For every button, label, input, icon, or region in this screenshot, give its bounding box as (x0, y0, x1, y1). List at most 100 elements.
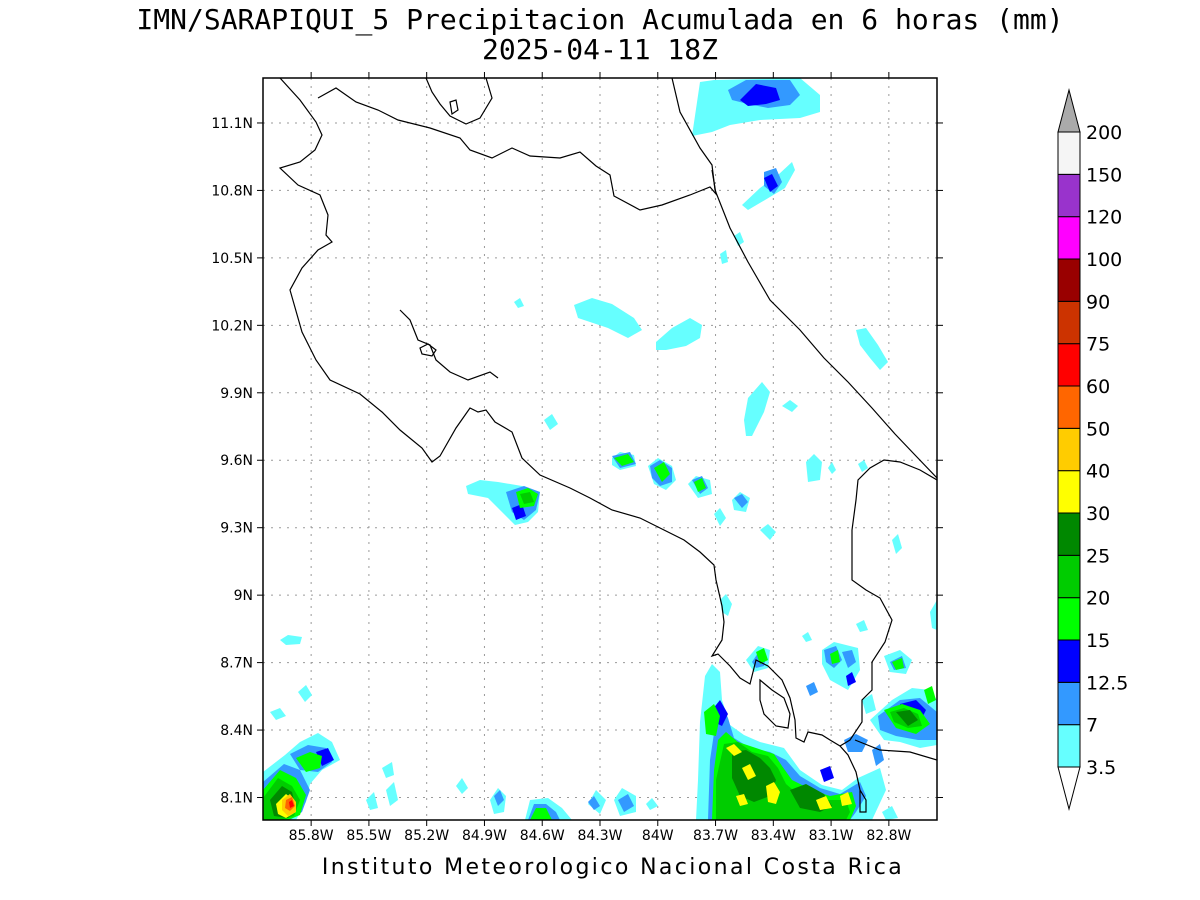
rain-area (892, 534, 902, 554)
coastlines (278, 78, 937, 813)
rain-area (828, 462, 836, 474)
panama-border (839, 459, 937, 747)
rain-area (720, 250, 728, 264)
rain-area (574, 298, 642, 338)
legend-swatch (1057, 470, 1081, 514)
lat-tick-label: 8.7N (220, 656, 253, 672)
rain-area (512, 504, 526, 520)
map-subtitle-date: 2025-04-11 18Z (481, 33, 718, 66)
legend-label: 60 (1086, 376, 1110, 398)
lake-nicaragua (425, 78, 493, 125)
rain-area (456, 778, 468, 794)
rain-area (820, 766, 834, 782)
legend-label: 90 (1086, 291, 1110, 313)
rain-area (892, 658, 904, 670)
rain-area (756, 648, 768, 664)
legend-swatch (1057, 427, 1081, 472)
rain-area (802, 632, 812, 642)
rain-area (764, 174, 778, 192)
lon-tick-label: 83.1W (809, 828, 854, 844)
legend-label: 120 (1086, 207, 1122, 229)
rain-area (736, 794, 748, 806)
legend-swatch (1057, 512, 1081, 556)
osa-peninsula (759, 678, 791, 729)
rain-area (760, 524, 776, 540)
lat-tick-label: 8.1N (220, 791, 253, 807)
legend-label: 20 (1086, 588, 1110, 610)
lat-tick-label: 8.4N (220, 723, 253, 739)
legend-swatch (1057, 681, 1081, 726)
lat-tick-label: 9.3N (220, 521, 253, 537)
pacific-coastline (278, 78, 867, 813)
rain-area (882, 806, 898, 820)
legend-label: 50 (1086, 418, 1110, 440)
rain-area (646, 798, 658, 810)
lon-tick-label: 84.9W (462, 828, 507, 844)
lon-tick-label: 83.7W (693, 828, 738, 844)
legend-label: 30 (1086, 503, 1110, 525)
legend-label: 3.5 (1086, 757, 1116, 779)
rain-area (816, 796, 832, 810)
rain-area (270, 708, 286, 720)
legend-label: 75 (1086, 334, 1110, 356)
rain-area (654, 462, 670, 482)
lon-tick-label: 84.3W (577, 828, 622, 844)
rain-area (614, 454, 634, 466)
legend-swatch (1057, 300, 1081, 345)
rain-area (544, 414, 558, 430)
lat-tick-label: 10.2N (211, 318, 253, 334)
lon-tick-label: 85.5W (346, 828, 391, 844)
rain-area (744, 382, 770, 436)
rain-area (856, 328, 888, 370)
legend-label: 200 (1086, 122, 1122, 144)
nicaragua-border (317, 87, 717, 211)
footer-credit: Instituto Meteorologico Nacional Costa R… (321, 855, 905, 880)
legend-swatch (1057, 131, 1081, 175)
lon-tick-label: 82.8W (866, 828, 911, 844)
rain-area (734, 494, 748, 508)
rain-area (734, 232, 744, 246)
precipitation-field (263, 78, 937, 820)
rain-area (924, 686, 936, 704)
rain-area (298, 685, 312, 702)
legend-swatch (1057, 343, 1081, 387)
rain-area (840, 792, 852, 806)
rain-area (366, 792, 378, 810)
rain-area (494, 790, 504, 806)
lat-tick-label: 10.5N (211, 251, 253, 267)
lat-tick-label: 11.1N (211, 116, 253, 132)
rain-area (830, 650, 840, 664)
map-title: IMN/SARAPIQUI_5 Precipitacion Acumulada … (136, 3, 1064, 36)
rain-area (704, 704, 720, 736)
burica-point (854, 739, 937, 761)
caribbean-coastline (671, 78, 937, 479)
lat-tick-label: 9.6N (220, 453, 253, 469)
rain-area (742, 764, 756, 780)
ometepe-island (449, 99, 459, 116)
rain-area (782, 400, 798, 412)
lon-tick-label: 84.6W (520, 828, 565, 844)
rain-area (656, 318, 702, 350)
rain-area (588, 796, 600, 810)
legend-swatch (1057, 173, 1081, 218)
rain-area (846, 672, 856, 686)
rain-area (862, 694, 876, 714)
lon-tick-label: 85.8W (289, 828, 334, 844)
rain-area (514, 298, 524, 308)
map-axes: 8.1N 8.4N 8.7N 9N 9.3N 9.6N 9.9N 10.2N 10.5N 10.8… (211, 72, 943, 844)
lon-tick-label: 85.2W (404, 828, 449, 844)
rain-area (296, 752, 322, 772)
rain-area (280, 635, 302, 645)
rain-area (726, 744, 742, 756)
rain-area (740, 84, 780, 106)
nicoya-gulf (399, 309, 499, 381)
legend-swatch (1057, 639, 1081, 683)
rain-area (386, 782, 398, 806)
legend-swatch (1057, 554, 1081, 599)
legend-swatch (1057, 216, 1081, 260)
rain-area (714, 508, 726, 526)
legend-label: 150 (1086, 164, 1122, 186)
rain-area (806, 682, 818, 696)
legend-label: 100 (1086, 249, 1122, 271)
